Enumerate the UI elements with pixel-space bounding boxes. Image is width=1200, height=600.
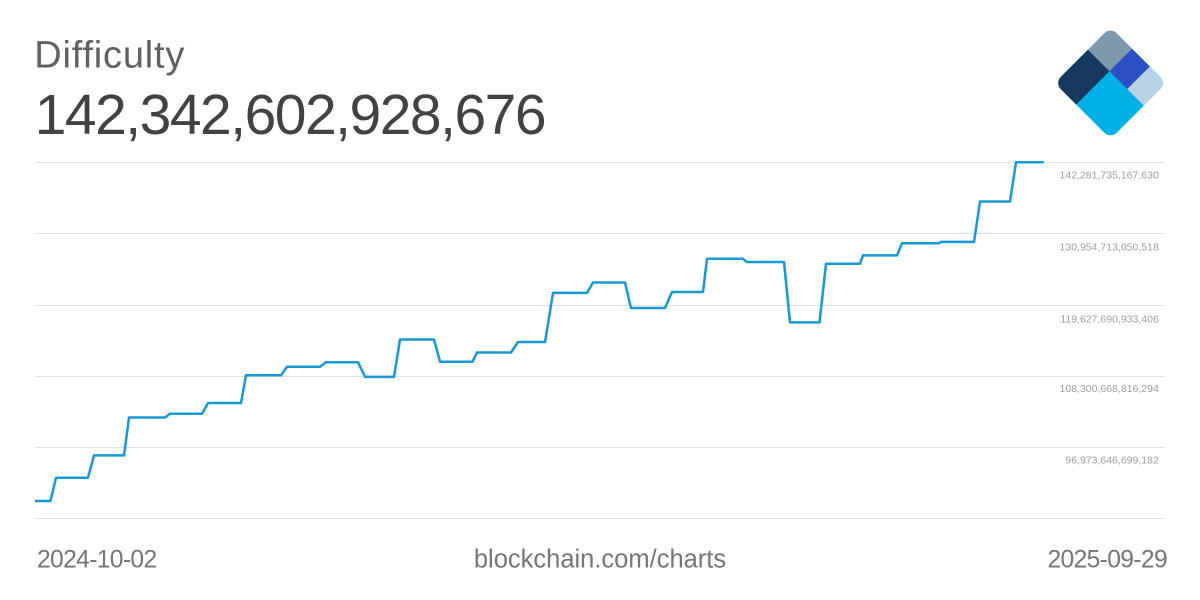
svg-text:2024-10-02: 2024-10-02: [37, 547, 157, 574]
svg-text:142,281,735,167,630: 142,281,735,167,630: [1060, 170, 1159, 182]
svg-text:108,300,668,816,294: 108,300,668,816,294: [1060, 383, 1159, 395]
svg-text:96,973,646,699,182: 96,973,646,699,182: [1065, 455, 1159, 467]
svg-text:Difficulty: Difficulty: [34, 35, 185, 77]
svg-text:119,627,690,933,406: 119,627,690,933,406: [1060, 314, 1159, 326]
svg-text:142,342,602,928,676: 142,342,602,928,676: [35, 83, 545, 147]
svg-text:blockchain.com/charts: blockchain.com/charts: [474, 546, 726, 574]
svg-text:130,954,713,050,518: 130,954,713,050,518: [1060, 241, 1159, 253]
svg-text:2025-09-29: 2025-09-29: [1047, 547, 1167, 574]
